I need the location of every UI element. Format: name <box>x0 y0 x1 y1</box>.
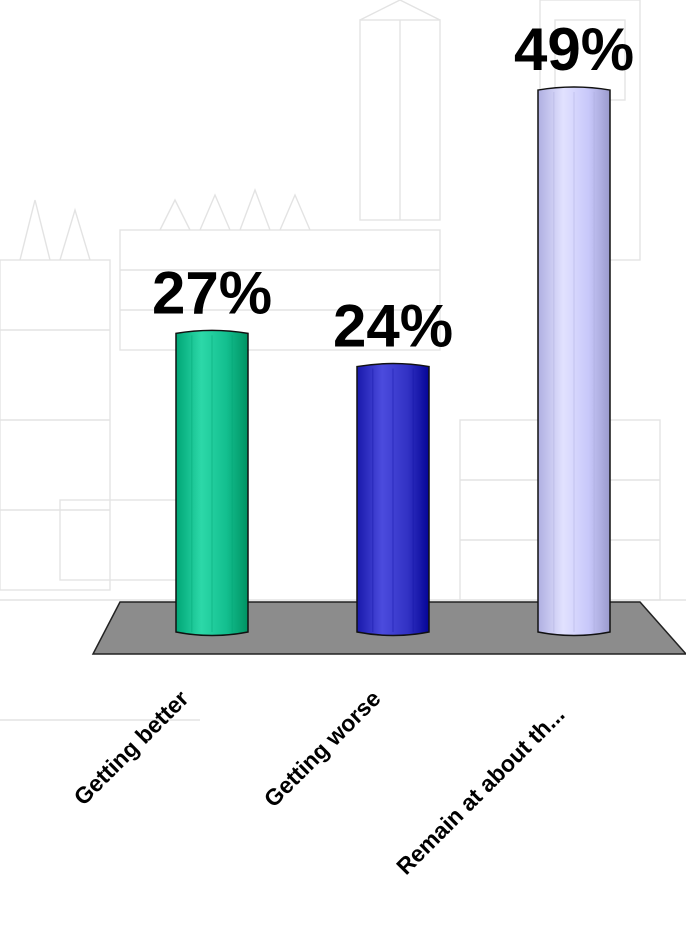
bar-2 <box>356 362 430 637</box>
bar-1 <box>175 329 249 637</box>
category-label-1: Getting better <box>69 685 194 810</box>
category-label-2: Getting worse <box>259 685 386 812</box>
background-sketch-illustration <box>0 0 686 721</box>
category-labels-group: Getting better Getting worse Remain at abo… <box>69 685 570 879</box>
value-label-3: 49% <box>514 16 634 83</box>
value-label-1: 27% <box>152 259 272 326</box>
value-labels-group: 27% 24% 49% <box>152 16 634 360</box>
bars-group <box>175 86 611 637</box>
bar-3 <box>537 86 611 637</box>
category-label-3: Remain at about th... <box>391 701 569 879</box>
value-label-2: 24% <box>333 293 453 360</box>
